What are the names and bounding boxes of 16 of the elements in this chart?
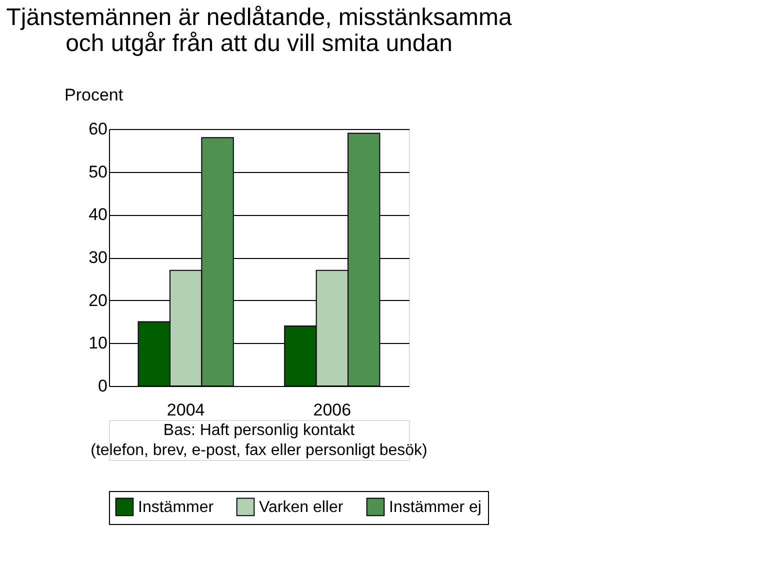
y-tick-label: 0	[98, 376, 108, 396]
y-tick-label: 60	[88, 120, 108, 138]
y-tick-label: 30	[88, 248, 108, 267]
text: (telefon, brev, e-post, fax eller personligt besök)	[90, 442, 428, 459]
y-tick-label: 50	[88, 162, 108, 182]
legend-label: Varken eller	[259, 498, 344, 516]
x-tick-label: 2006	[313, 400, 352, 420]
text: Bas: Haft personlig kontakt	[163, 422, 356, 439]
y-tick-label: 10	[88, 334, 108, 353]
x-tick-label: 2004	[166, 400, 205, 420]
legend-label: Instämmer	[138, 498, 214, 516]
y-axis-title: Procent	[64, 86, 124, 104]
y-tick-label: 40	[88, 205, 108, 224]
chart-title: Tjänstemännen är nedlåtande, misstänksamma och utgår från att du vill smita undan	[6, 4, 512, 57]
y-tick-label: 20	[88, 290, 108, 310]
legend-label: Instämmer ej	[389, 498, 482, 516]
